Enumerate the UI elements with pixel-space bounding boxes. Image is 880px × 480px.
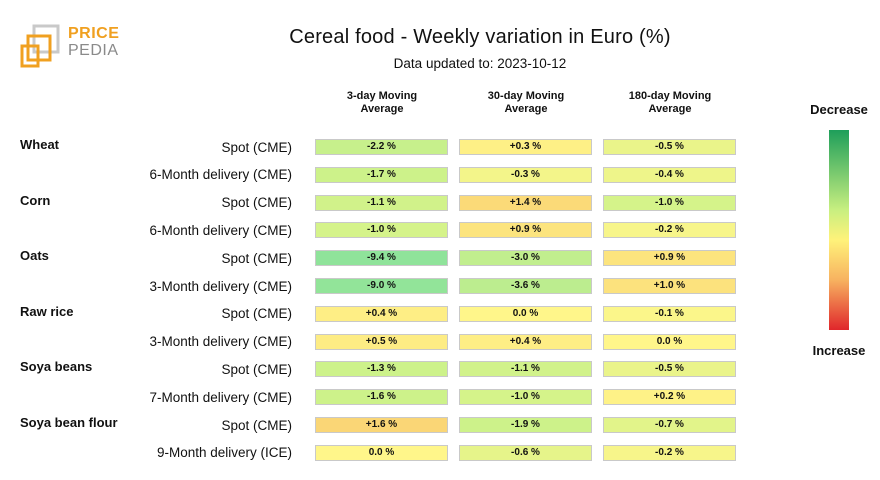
value-cell: -0.5 % [603,139,736,155]
group-label: Soya beans [20,359,93,375]
value-cell: +0.5 % [315,333,448,350]
value-cell: +1.6 % [315,417,448,433]
value-cell: -0.2 % [603,444,736,461]
value-cell: -0.1 % [603,305,736,322]
legend-increase-label: Increase [812,343,866,358]
value-cell: -9.0 % [315,278,448,294]
group-label: Oats [20,248,49,264]
value-cell: -1.6 % [315,389,448,406]
value-cell: -1.0 % [315,222,448,239]
color-scale-legend [829,130,849,330]
row-label: 6-Month delivery (CME) [149,167,292,183]
chart-subtitle: Data updated to: 2023-10-12 [393,56,567,71]
value-cell: 0.0 % [315,444,448,461]
group-label: Wheat [20,137,59,152]
value-cell: -0.7 % [603,417,736,433]
column-header: 30-day Moving Average [487,90,565,115]
value-cell: -0.4 % [603,166,736,183]
row-label: Spot (CME) [221,195,292,211]
row-label: Spot (CME) [221,139,292,155]
value-cell: +1.0 % [603,278,736,294]
value-cell: -3.6 % [459,278,592,294]
legend-decrease-label: Decrease [810,102,868,117]
value-cell: -0.3 % [459,166,592,183]
pricepedia-logo: PRICE PEDIA [20,24,130,76]
value-cell: -1.0 % [603,194,736,211]
value-cell: +0.4 % [315,305,448,322]
group-label: Raw rice [20,303,74,319]
row-label: Spot (CME) [221,361,292,377]
row-label: Spot (CME) [221,417,292,433]
value-cell: -9.4 % [315,250,448,267]
value-cell: -1.1 % [315,194,448,211]
value-cell: +0.9 % [459,222,592,239]
row-label: Spot (CME) [221,250,292,266]
value-cell: -2.2 % [315,139,448,155]
value-cell: -1.3 % [315,361,448,378]
logo-text-price: PRICE [68,25,120,42]
value-cell: -0.5 % [603,361,736,378]
row-label: 9-Month delivery (ICE) [156,445,292,461]
column-header: 3-day Moving Average [346,90,418,115]
row-label: 7-Month delivery (CME) [149,389,292,405]
logo-mark-icon [20,24,60,68]
row-label: Spot (CME) [221,306,292,322]
value-cell: 0.0 % [459,305,592,322]
value-cell: 0.0 % [603,333,736,350]
value-cell: +0.4 % [459,333,592,350]
logo-text-pedia: PEDIA [68,42,119,59]
value-cell: -1.9 % [459,417,592,433]
row-label: 3-Month delivery (CME) [149,278,292,294]
row-label: 6-Month delivery (CME) [149,222,292,238]
value-cell: -3.0 % [459,250,592,267]
value-cell: +0.9 % [603,250,736,267]
value-cell: -0.2 % [603,222,736,239]
group-label: Soya bean flour [20,415,118,430]
value-cell: -1.0 % [459,389,592,406]
group-label: Corn [20,192,51,208]
value-cell: +0.2 % [603,389,736,406]
column-header: 180-day Moving Average [628,90,712,115]
row-label: 3-Month delivery (CME) [149,334,292,350]
value-cell: -1.1 % [459,361,592,378]
chart-title: Cereal food - Weekly variation in Euro (… [289,26,671,48]
value-cell: +0.3 % [459,139,592,155]
value-cell: -0.6 % [459,444,592,461]
value-cell: -1.7 % [315,166,448,183]
value-cell: +1.4 % [459,194,592,211]
